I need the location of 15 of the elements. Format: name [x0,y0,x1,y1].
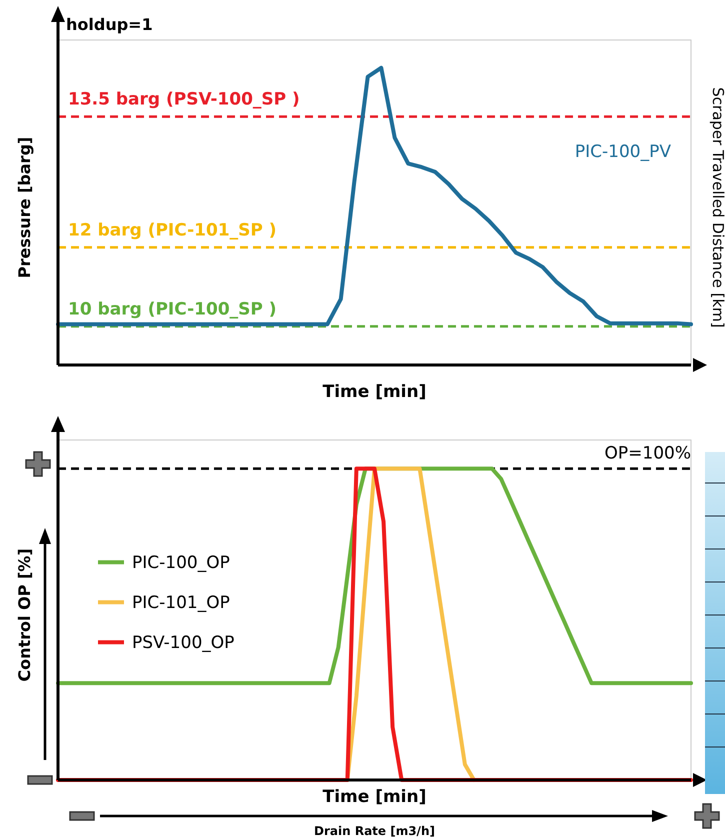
y2-axis-title: Scraper Travelled Distance [km] [709,87,725,328]
text: Drain Rate [m3/h] [314,824,435,838]
legend-label: PIC-100_OP [132,553,230,574]
legend-label: PIC-101_OP [132,593,230,614]
x-axis-title: Time [min] [322,787,426,807]
y-axis-title: Pressure [barg] [15,136,34,278]
legend-label: PSV-100_OP [132,633,234,654]
ref-line-label: 13.5 barg (PSV-100_SP ) [68,90,300,110]
ref-line-label: 10 barg (PIC-100_SP ) [68,299,277,320]
ref-line-label: 12 barg (PIC-101_SP ) [68,220,277,240]
y-axis-title: Control OP [%] [15,548,34,682]
ref-line-label: OP=100% [604,444,691,464]
x-axis-title: Time [min] [322,382,426,402]
text: PIC-100_PV [574,142,672,162]
text: holdup=1 [66,15,153,34]
